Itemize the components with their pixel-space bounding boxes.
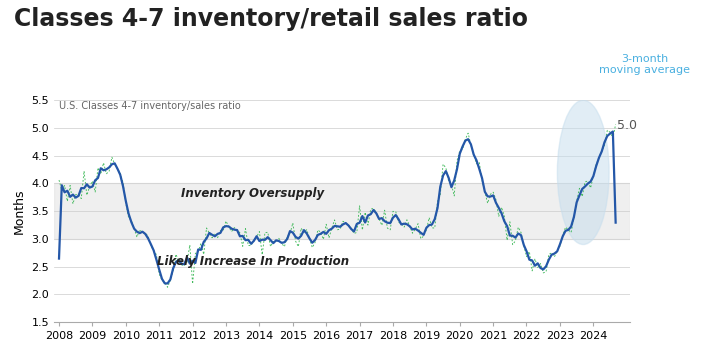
Text: Likely Increase In Production: Likely Increase In Production bbox=[157, 255, 348, 268]
Text: 5.0: 5.0 bbox=[617, 119, 637, 132]
Bar bbox=[54, 184, 630, 239]
Y-axis label: Months: Months bbox=[13, 188, 26, 234]
Text: U.S. Classes 4-7 inventory/sales ratio: U.S. Classes 4-7 inventory/sales ratio bbox=[59, 101, 240, 111]
Text: 3-month
moving average: 3-month moving average bbox=[599, 54, 690, 75]
Text: Inventory Oversupply: Inventory Oversupply bbox=[181, 187, 324, 200]
Text: Classes 4-7 inventory/retail sales ratio: Classes 4-7 inventory/retail sales ratio bbox=[14, 7, 528, 31]
Ellipse shape bbox=[557, 100, 609, 245]
